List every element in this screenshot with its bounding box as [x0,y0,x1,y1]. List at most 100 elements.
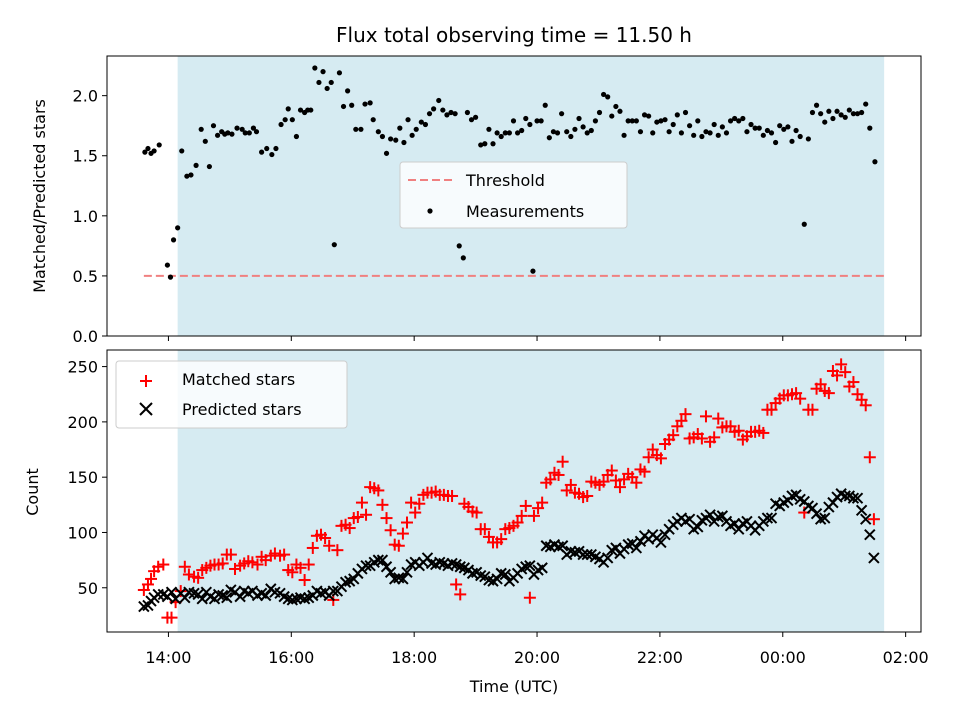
count-panel-frame [106,349,922,633]
y-tick-label: 250 [67,358,98,377]
measurement-point [723,130,730,136]
measurements-legend-swatch [427,208,433,214]
measurement-point [863,101,869,107]
measurement-point [229,131,235,137]
matched-star-point [409,506,422,519]
matched-star-point [319,532,332,544]
matched-star-point [392,539,405,552]
predicted-star-point [372,554,385,566]
measurement-point [324,85,330,92]
measurement-point [179,148,185,154]
matched-star-point [822,387,835,400]
matched-star-point [831,369,844,382]
measurement-point [401,139,407,146]
measurement-point [662,117,668,123]
matched-star-point [523,591,536,604]
measurement-point [239,126,245,132]
matched-star-point [859,399,872,412]
predicted-star-point [327,585,339,597]
measurement-point [167,274,174,280]
measurement-point [760,132,766,138]
predicted-star-point [339,576,352,588]
measurement-point [164,262,171,268]
measurement-point [674,112,680,118]
matched-star-point [675,414,688,427]
measurement-point [184,173,190,179]
matched-star-point [306,541,319,554]
measurement-point [502,130,508,136]
measurement-point [621,132,627,138]
measurement-point [393,137,399,143]
measurement-point [617,108,623,114]
predicted-star-point [659,528,671,541]
measurement-point [538,118,544,124]
measurement-point [259,149,265,155]
predicted-star-point [384,566,397,578]
measurement-point [740,115,746,122]
measurement-point [715,132,721,138]
measurement-point [246,130,252,136]
measurement-point [666,129,672,135]
measurement-point [426,111,433,117]
measurement-point [777,123,783,129]
matched-star-point [867,513,880,526]
measurement-point [405,117,411,123]
measurement-point [214,132,221,138]
measurement-point [379,133,386,140]
measurement-point [546,135,552,141]
measurement-point [801,221,807,227]
x-tick-label: 16:00 [268,648,314,667]
measurement-point [473,114,479,120]
predicted-star-point [524,559,536,572]
predicted-star-point [294,592,307,604]
measurement-point [592,118,599,124]
measurement-point [682,109,689,116]
matched-star-point [765,403,778,416]
ratio-legend-box [399,161,628,229]
predicted-star-point [165,586,178,598]
predicted-star-point [868,552,880,564]
matched-star-point [495,533,508,546]
measurement-point [375,129,381,135]
measurement-point [703,129,709,135]
measurement-point [225,130,231,136]
y-tick-label: 100 [67,523,98,542]
matched-star-point [806,403,819,416]
measurement-point [699,133,705,140]
predicted-star-point [622,538,634,551]
measurement-point [605,94,611,100]
measurement-point [789,138,795,144]
measurement-point [568,133,574,140]
predicted-star-point [401,566,413,578]
matched-star-point [519,499,532,512]
measurement-point [764,127,771,134]
measurement-point [273,145,279,152]
measurement-point [206,163,212,170]
measurement-point [388,136,394,142]
count-legend: Matched stars Predicted stars [115,360,348,429]
measurement-point [654,119,660,125]
measurement-point [312,65,318,71]
measurement-point [872,159,878,165]
measurement-point [805,136,811,142]
matched-star-point [192,571,205,584]
predicted-star-point [655,536,667,549]
measurement-point [490,141,496,147]
measurement-point [514,130,521,136]
x-tick-label: 20:00 [514,648,560,667]
measurement-point [633,118,639,124]
matched-star-point [294,561,307,574]
matched-star-point [638,465,651,478]
measurement-point [409,132,415,138]
y-tick-label: 1.0 [73,207,98,226]
y-tick-label: 1.5 [73,147,98,166]
matched-star-point [515,509,528,522]
measurement-point [658,118,664,124]
measurement-point [707,130,713,136]
predicted-star-point [765,512,778,524]
matched-star-point [401,516,414,529]
ratio-panel: 0.0 0.5 1.0 1.5 2.0 Flux total observing tim… [30,23,922,346]
matched-star-point [454,588,467,601]
measurement-point [797,133,803,140]
matched-star-point [145,572,158,585]
